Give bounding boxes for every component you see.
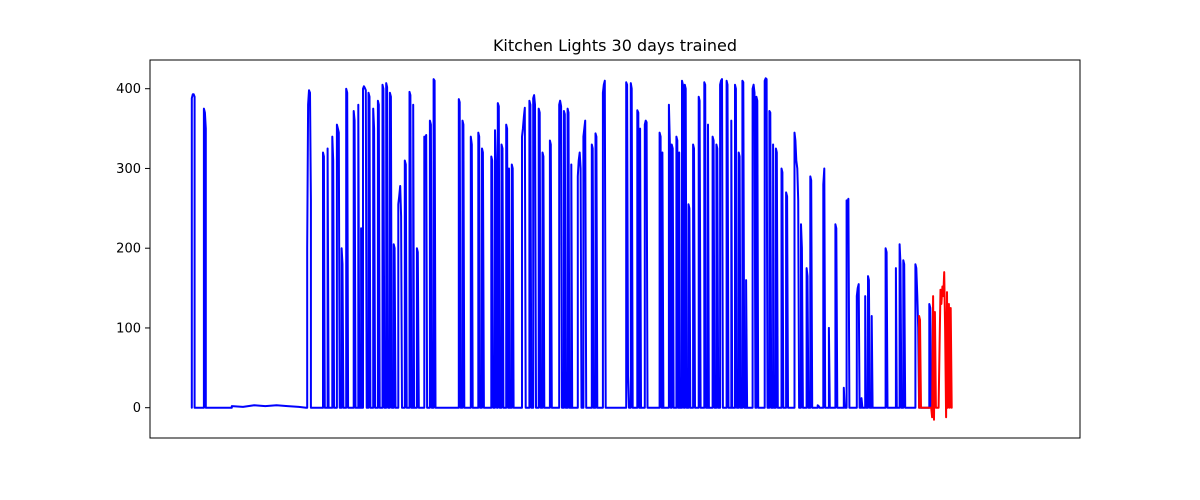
- axes-frame: [149, 59, 1081, 439]
- y-tick-label: 100: [116, 321, 141, 336]
- series-line-1: [190, 77, 933, 409]
- chart-title: Kitchen Lights 30 days trained: [493, 36, 737, 55]
- y-tick-label: 300: [116, 162, 141, 177]
- y-tick-label: 400: [116, 82, 141, 97]
- series-line-2: [918, 271, 953, 421]
- y-tick-label: 0: [133, 401, 141, 416]
- y-axis: 0 100 200 300 400: [116, 82, 150, 416]
- y-tick-label: 200: [116, 242, 141, 257]
- plot-area: [190, 77, 953, 421]
